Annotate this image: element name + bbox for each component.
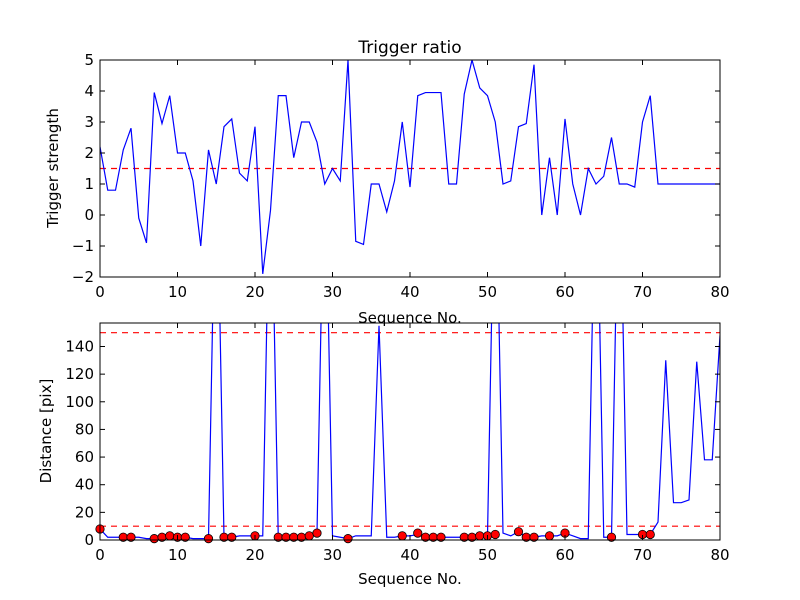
data-point (529, 532, 539, 542)
x-axis-label: Sequence No. (358, 570, 462, 588)
x-tick-label: 40 (400, 283, 419, 301)
x-tick-label: 20 (245, 546, 264, 564)
x-tick-label: 0 (95, 546, 105, 564)
y-tick-label: 140 (65, 337, 94, 355)
x-tick-label: 60 (555, 283, 574, 301)
y-tick-label: 100 (65, 393, 94, 411)
y-tick-label: 60 (75, 448, 94, 466)
y-tick-label: 0 (84, 531, 94, 549)
y-tick-label: −1 (72, 237, 94, 255)
x-tick-label: 80 (710, 546, 729, 564)
series-line (100, 60, 720, 274)
y-tick-label: 3 (84, 113, 94, 131)
data-point (645, 529, 655, 540)
data-point (343, 534, 353, 544)
data-point (126, 532, 136, 542)
distance-plot: 0 10 20 30 40 50 60 70 80 0 20 40 60 80 100 120 140 Sequ… (37, 322, 730, 588)
x-tick-label: 20 (245, 283, 264, 301)
data-point (475, 531, 485, 541)
y-tick-label: 2 (84, 144, 94, 162)
data-point (312, 528, 322, 538)
y-tick-label: 20 (75, 503, 94, 521)
y-tick-label: 5 (84, 51, 94, 69)
data-point (304, 531, 314, 541)
y-tick-label: 1 (84, 175, 94, 193)
data-point (544, 531, 555, 541)
y-tick-label: 40 (75, 476, 94, 494)
x-tick-label: 10 (168, 546, 187, 564)
x-tick-label: 0 (95, 283, 105, 301)
y-axis-label: Trigger strength (44, 108, 62, 229)
y-tick-label: 0 (84, 206, 94, 224)
data-point (490, 529, 500, 540)
x-tick-label: 30 (323, 546, 342, 564)
data-point (180, 532, 190, 542)
data-point (149, 534, 159, 544)
data-point (513, 527, 524, 537)
trigger-ratio-plot: Trigger ratio 0 10 20 30 40 50 60 70 80 −2 −1 0 1 2 3 4… (44, 38, 730, 327)
y-tick-label: 4 (84, 82, 94, 100)
data-point (165, 531, 175, 541)
y-tick-label: 80 (75, 420, 94, 438)
x-tick-label: 30 (323, 283, 342, 301)
data-point (606, 532, 617, 542)
data-point (203, 534, 214, 544)
data-point (397, 531, 407, 541)
plot-title: Trigger ratio (357, 38, 461, 58)
x-tick-label: 50 (478, 283, 497, 301)
data-point (227, 532, 237, 542)
y-tick-label: −2 (72, 268, 94, 286)
x-tick-label: 40 (400, 546, 419, 564)
x-tick-label: 10 (168, 283, 187, 301)
x-tick-label: 70 (633, 283, 652, 301)
x-tick-label: 50 (478, 546, 497, 564)
data-point (413, 528, 423, 538)
x-tick-label: 70 (633, 546, 652, 564)
data-point (436, 532, 446, 542)
y-axis-label: Distance [pix] (37, 379, 55, 484)
y-tick-label: 120 (65, 365, 94, 383)
x-tick-label: 80 (710, 283, 729, 301)
x-tick-label: 60 (555, 546, 574, 564)
